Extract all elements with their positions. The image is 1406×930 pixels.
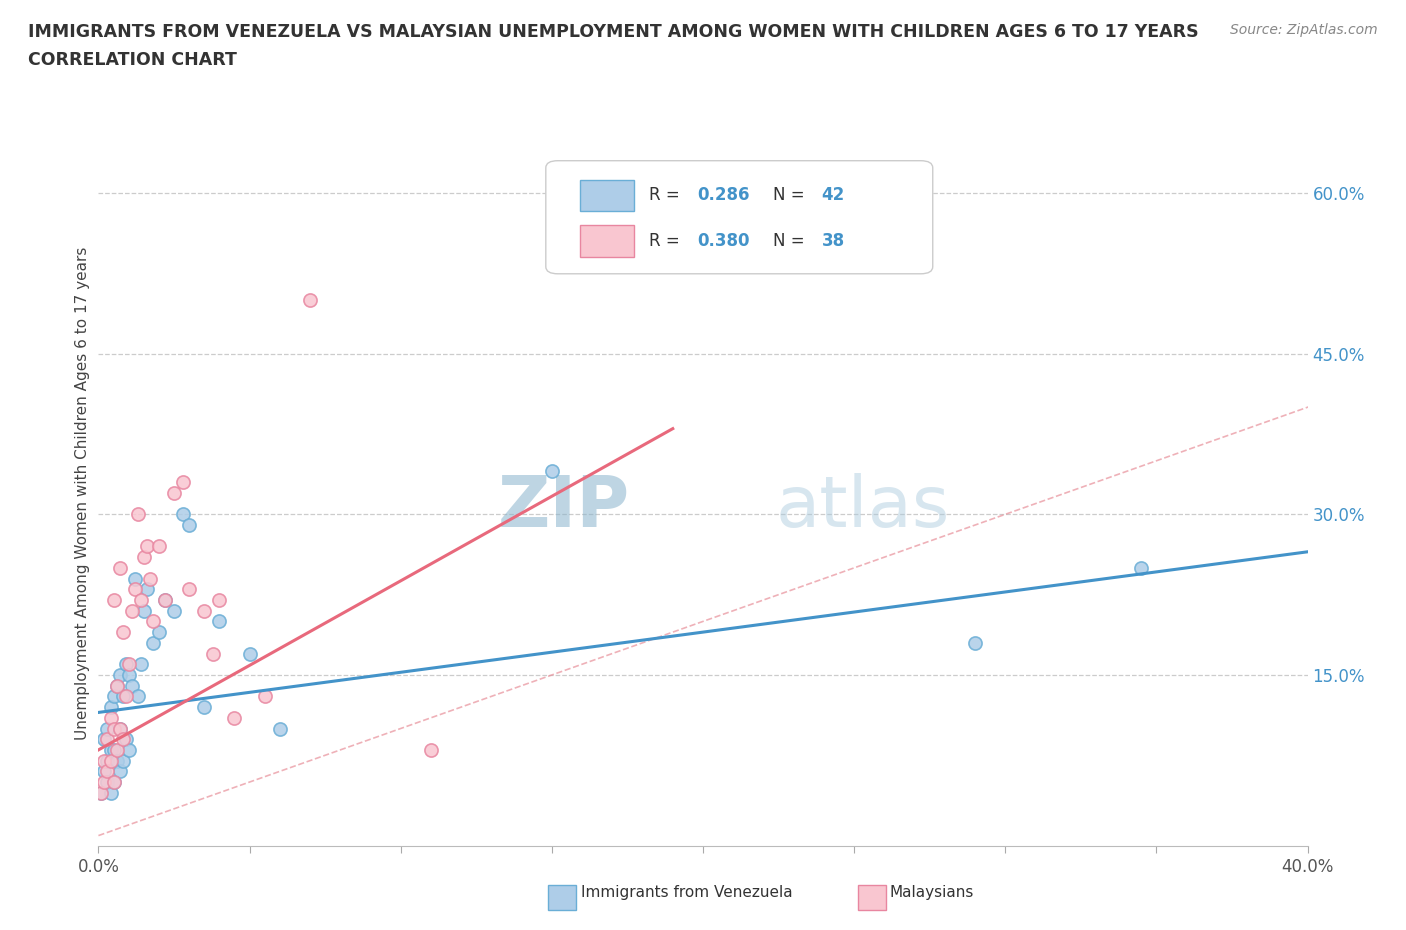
Point	[179, 582, 201, 597]
Point	[114, 732, 136, 747]
Point	[96, 775, 118, 790]
Point	[100, 699, 122, 714]
Point	[103, 721, 125, 736]
Point	[114, 689, 136, 704]
Point	[172, 507, 194, 522]
Bar	[579, 179, 634, 211]
Point	[108, 668, 131, 683]
Point	[114, 657, 136, 671]
Point	[420, 742, 443, 757]
Text: IMMIGRANTS FROM VENEZUELA VS MALAYSIAN UNEMPLOYMENT AMONG WOMEN WITH CHILDREN AG: IMMIGRANTS FROM VENEZUELA VS MALAYSIAN U…	[28, 23, 1199, 41]
Point	[253, 689, 276, 704]
Text: 0.286: 0.286	[697, 187, 749, 205]
Point	[96, 764, 118, 778]
Text: Source: ZipAtlas.com: Source: ZipAtlas.com	[1230, 23, 1378, 37]
Point	[124, 582, 146, 597]
Point	[118, 742, 141, 757]
Point	[239, 646, 262, 661]
Text: ZIP: ZIP	[498, 472, 630, 541]
Point	[208, 592, 231, 607]
Point	[132, 550, 155, 565]
Point	[108, 721, 131, 736]
Bar	[579, 225, 634, 257]
Point	[96, 753, 118, 768]
Point	[224, 711, 246, 725]
Point	[93, 732, 115, 747]
Point	[148, 539, 170, 554]
Point	[108, 561, 131, 576]
Point	[139, 571, 162, 586]
Point	[111, 689, 134, 704]
Point	[132, 604, 155, 618]
Point	[135, 582, 157, 597]
Point	[127, 507, 149, 522]
Point	[124, 571, 146, 586]
Point	[142, 614, 165, 629]
Point	[121, 678, 143, 693]
Point	[1130, 561, 1153, 576]
Point	[208, 614, 231, 629]
Point	[103, 689, 125, 704]
Point	[118, 657, 141, 671]
Text: 0.380: 0.380	[697, 232, 749, 250]
Point	[100, 742, 122, 757]
Point	[96, 721, 118, 736]
Point	[142, 635, 165, 650]
Point	[103, 775, 125, 790]
Point	[127, 689, 149, 704]
Point	[90, 785, 112, 800]
Point	[93, 775, 115, 790]
FancyBboxPatch shape	[546, 161, 932, 273]
Point	[179, 518, 201, 533]
Point	[111, 625, 134, 640]
Point	[299, 293, 322, 308]
Point	[103, 742, 125, 757]
Point	[540, 464, 562, 479]
Point	[118, 668, 141, 683]
Point	[100, 785, 122, 800]
Point	[100, 753, 122, 768]
Point	[105, 742, 128, 757]
Point	[163, 604, 186, 618]
Point	[269, 721, 291, 736]
Point	[148, 625, 170, 640]
Point	[105, 678, 128, 693]
Point	[163, 485, 186, 500]
Point	[121, 604, 143, 618]
Text: 42: 42	[821, 187, 845, 205]
Point	[108, 764, 131, 778]
Y-axis label: Unemployment Among Women with Children Ages 6 to 17 years: Unemployment Among Women with Children A…	[75, 246, 90, 739]
Point	[108, 721, 131, 736]
Text: N =: N =	[773, 232, 810, 250]
Text: atlas: atlas	[776, 472, 950, 541]
Point	[193, 604, 215, 618]
Point	[129, 657, 152, 671]
Text: N =: N =	[773, 187, 810, 205]
Point	[93, 753, 115, 768]
Point	[90, 785, 112, 800]
Point	[111, 753, 134, 768]
Point	[103, 775, 125, 790]
Text: CORRELATION CHART: CORRELATION CHART	[28, 51, 238, 69]
Point	[129, 592, 152, 607]
Point	[965, 635, 987, 650]
Point	[202, 646, 225, 661]
Point	[135, 539, 157, 554]
Text: R =: R =	[648, 187, 685, 205]
Point	[93, 764, 115, 778]
Point	[96, 732, 118, 747]
Point	[103, 592, 125, 607]
Text: Malaysians: Malaysians	[890, 885, 974, 900]
Text: Immigrants from Venezuela: Immigrants from Venezuela	[581, 885, 793, 900]
Point	[100, 711, 122, 725]
Point	[153, 592, 176, 607]
Text: R =: R =	[648, 232, 685, 250]
Point	[105, 678, 128, 693]
Point	[153, 592, 176, 607]
Point	[105, 753, 128, 768]
Point	[172, 474, 194, 489]
Text: 38: 38	[821, 232, 845, 250]
Point	[111, 732, 134, 747]
Point	[193, 699, 215, 714]
